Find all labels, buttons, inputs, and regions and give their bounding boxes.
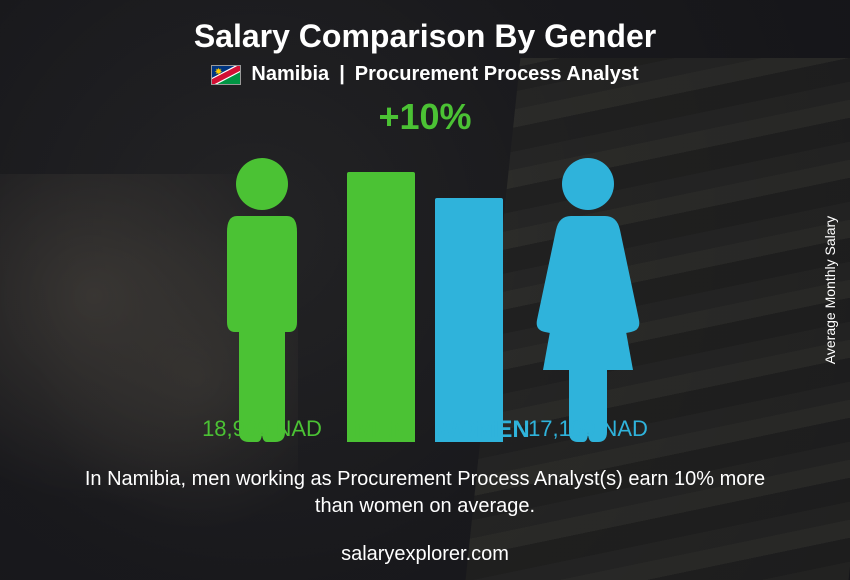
infographic-container: Salary Comparison By Gender Namibia | Pr… [0,0,850,580]
subtitle-row: Namibia | Procurement Process Analyst [0,63,850,86]
delta-label: +10% [0,96,850,138]
separator-text: | [339,63,345,86]
source-attribution: salaryexplorer.com [0,543,850,566]
men-salary-value: 18,900 NAD [197,416,327,444]
label-row: 18,900 NAD MEN WOMEN 17,100 NAD [0,416,850,444]
page-title: Salary Comparison By Gender [0,0,850,55]
men-bar [347,172,415,442]
male-figure-icon [197,152,327,442]
caption-text: In Namibia, men working as Procurement P… [65,466,785,520]
female-figure-icon [523,152,653,442]
women-salary-value: 17,100 NAD [523,416,653,444]
chart-area: 18,900 NAD MEN WOMEN 17,100 NAD [0,132,850,442]
women-bar-label: WOMEN [435,416,503,444]
role-text: Procurement Process Analyst [355,63,639,86]
women-bar [435,198,503,442]
y-axis-label: Average Monthly Salary [822,216,838,364]
country-text: Namibia [251,63,329,86]
namibia-flag-icon [211,65,241,85]
men-bar-label: MEN [347,416,415,444]
